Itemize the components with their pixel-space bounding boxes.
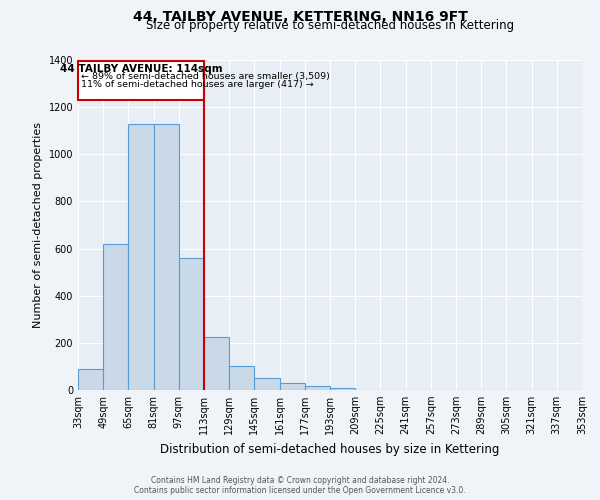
Bar: [128, 124, 154, 390]
Bar: [204, 337, 229, 390]
Y-axis label: Number of semi-detached properties: Number of semi-detached properties: [33, 122, 43, 328]
Bar: [305, 386, 330, 390]
Text: Contains HM Land Registry data © Crown copyright and database right 2024.
Contai: Contains HM Land Registry data © Crown c…: [134, 476, 466, 495]
Bar: [280, 383, 305, 390]
Text: ← 89% of semi-detached houses are smaller (3,509): ← 89% of semi-detached houses are smalle…: [81, 72, 330, 82]
X-axis label: Distribution of semi-detached houses by size in Kettering: Distribution of semi-detached houses by …: [160, 442, 500, 456]
Text: 11% of semi-detached houses are larger (417) →: 11% of semi-detached houses are larger (…: [81, 80, 314, 88]
Bar: [154, 124, 179, 390]
Bar: [103, 244, 128, 390]
Bar: [179, 258, 204, 390]
Title: Size of property relative to semi-detached houses in Kettering: Size of property relative to semi-detach…: [146, 20, 514, 32]
Bar: [229, 366, 254, 390]
Text: 44, TAILBY AVENUE, KETTERING, NN16 9FT: 44, TAILBY AVENUE, KETTERING, NN16 9FT: [133, 10, 467, 24]
Bar: [254, 378, 280, 390]
FancyBboxPatch shape: [78, 61, 204, 100]
Bar: [78, 369, 103, 390]
Bar: [330, 388, 355, 390]
Text: 44 TAILBY AVENUE: 114sqm: 44 TAILBY AVENUE: 114sqm: [59, 64, 223, 74]
